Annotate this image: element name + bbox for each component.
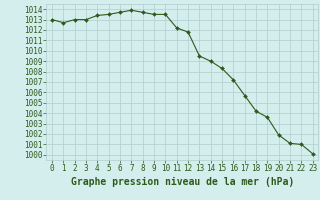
X-axis label: Graphe pression niveau de la mer (hPa): Graphe pression niveau de la mer (hPa): [71, 177, 294, 187]
